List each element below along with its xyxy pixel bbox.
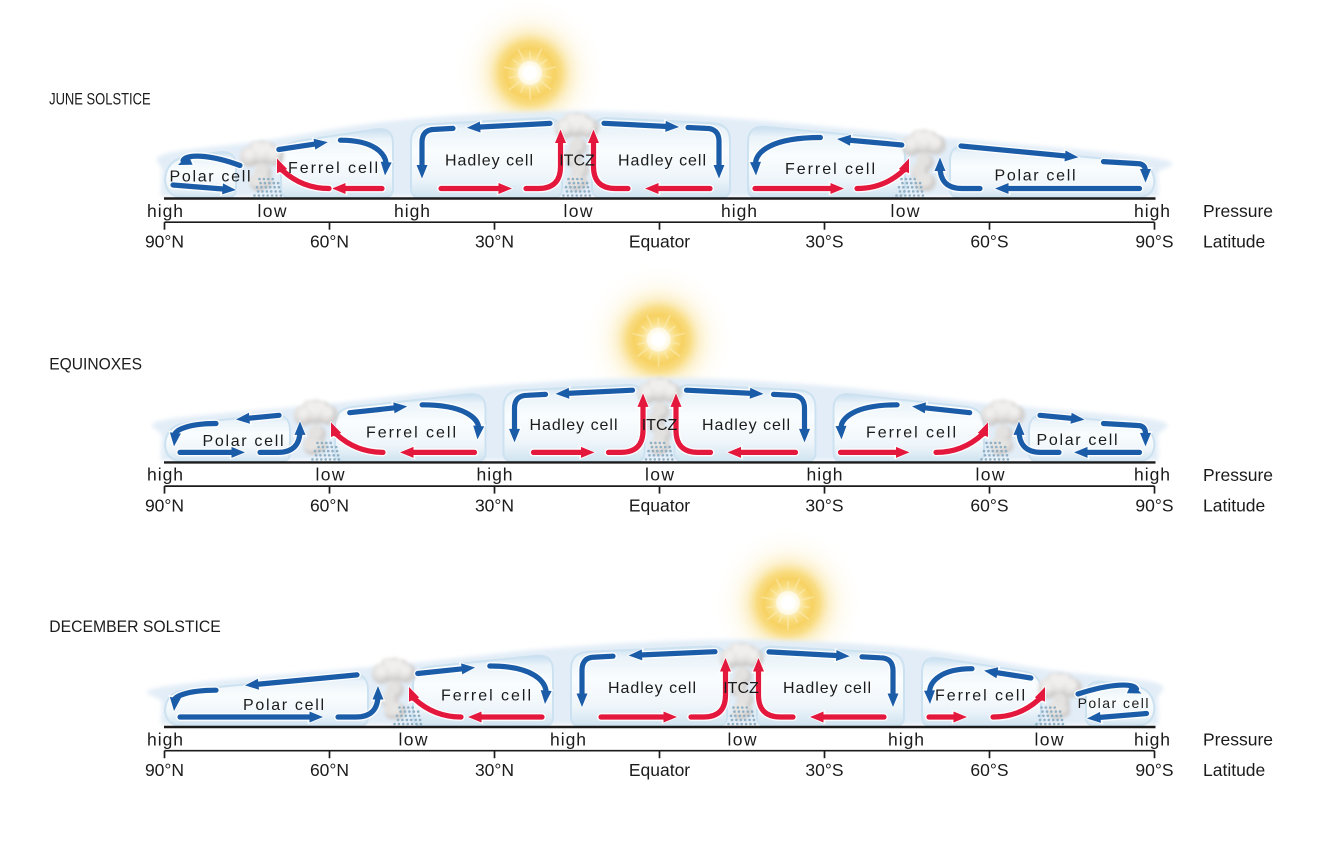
svg-text:60°N: 60°N [310,495,349,515]
svg-text:Polar cell: Polar cell [170,169,251,186]
svg-text:Ferrel cell: Ferrel cell [441,688,531,705]
svg-text:Hadley cell: Hadley cell [445,153,533,170]
svg-text:Polar cell: Polar cell [203,433,284,450]
svg-text:high: high [477,465,513,485]
svg-text:Polar cell: Polar cell [1037,432,1118,449]
svg-text:high: high [550,729,586,749]
svg-text:Hadley cell: Hadley cell [618,153,706,170]
svg-text:high: high [147,465,183,485]
svg-text:high: high [1134,465,1170,485]
svg-text:Pressure: Pressure [1203,465,1273,485]
svg-text:Hadley cell: Hadley cell [530,417,618,434]
svg-text:high: high [1134,201,1170,221]
svg-text:Equator: Equator [629,495,690,515]
svg-text:low: low [564,201,593,221]
svg-text:30°S: 30°S [805,232,843,252]
svg-text:60°N: 60°N [310,232,349,252]
svg-text:Latitude: Latitude [1203,760,1265,780]
svg-text:30°S: 30°S [805,495,843,515]
svg-text:30°N: 30°N [475,495,514,515]
svg-text:low: low [728,729,757,749]
svg-text:90°N: 90°N [145,760,184,780]
svg-text:Polar cell: Polar cell [995,168,1076,185]
svg-text:low: low [891,201,920,221]
svg-text:60°S: 60°S [970,760,1008,780]
svg-text:90°N: 90°N [145,495,184,515]
svg-text:Hadley cell: Hadley cell [608,680,696,697]
svg-text:high: high [721,201,757,221]
svg-text:Pressure: Pressure [1203,201,1273,221]
svg-text:60°S: 60°S [970,495,1008,515]
svg-text:Hadley cell: Hadley cell [702,417,790,434]
svg-text:90°S: 90°S [1135,232,1173,252]
svg-text:high: high [807,465,843,485]
svg-text:ITCZ: ITCZ [642,417,678,434]
svg-text:60°N: 60°N [310,760,349,780]
svg-text:30°N: 30°N [475,760,514,780]
svg-text:Hadley cell: Hadley cell [783,680,871,697]
svg-text:high: high [888,729,924,749]
svg-text:90°S: 90°S [1135,495,1173,515]
svg-text:EQUINOXES: EQUINOXES [49,356,142,374]
svg-text:DECEMBER SOLSTICE: DECEMBER SOLSTICE [49,618,221,636]
svg-text:low: low [645,465,674,485]
svg-text:low: low [316,465,345,485]
svg-text:ITCZ: ITCZ [723,680,759,697]
svg-text:JUNE SOLSTICE: JUNE SOLSTICE [49,90,151,108]
svg-text:high: high [394,201,430,221]
svg-text:Polar cell: Polar cell [1078,695,1149,711]
svg-text:Ferrel cell: Ferrel cell [785,161,875,178]
svg-text:low: low [976,465,1005,485]
svg-text:Equator: Equator [629,232,690,252]
svg-text:high: high [1134,729,1170,749]
svg-text:high: high [147,201,183,221]
svg-text:ITCZ: ITCZ [559,153,595,170]
svg-text:Ferrel cell: Ferrel cell [866,425,956,442]
svg-text:Ferrel cell: Ferrel cell [366,425,456,442]
svg-text:Pressure: Pressure [1203,730,1273,750]
svg-text:Ferrel cell: Ferrel cell [288,160,378,177]
svg-text:30°N: 30°N [475,232,514,252]
svg-text:60°S: 60°S [970,232,1008,252]
svg-text:low: low [258,201,287,221]
svg-text:low: low [1035,729,1064,749]
svg-text:high: high [147,729,183,749]
svg-text:Equator: Equator [629,760,690,780]
svg-text:90°S: 90°S [1135,760,1173,780]
svg-text:Ferrel cell: Ferrel cell [935,688,1025,705]
svg-text:low: low [399,729,428,749]
svg-text:Latitude: Latitude [1203,495,1265,515]
svg-text:Polar cell: Polar cell [243,697,324,714]
svg-text:Latitude: Latitude [1203,232,1265,252]
svg-text:30°S: 30°S [805,760,843,780]
svg-text:90°N: 90°N [145,232,184,252]
